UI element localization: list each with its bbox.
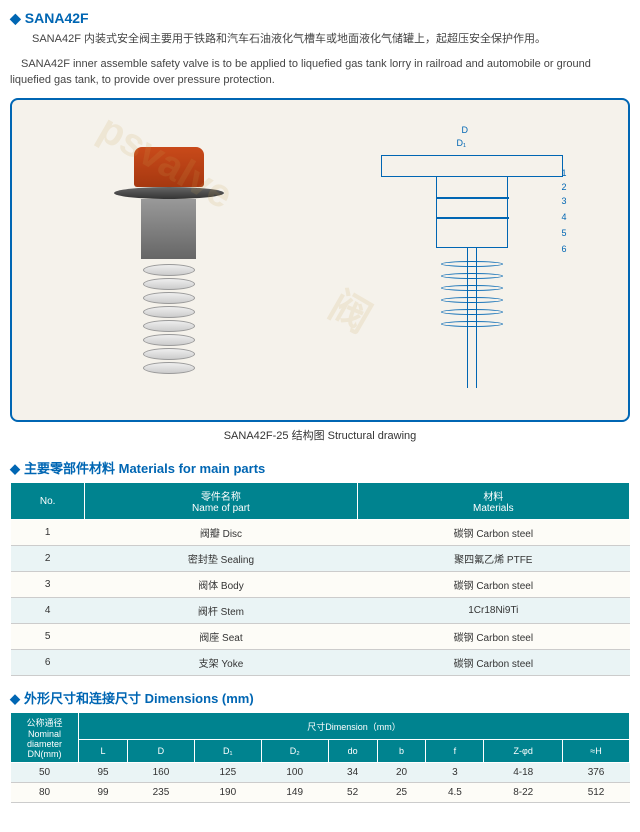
dim-subcol: ≈H: [563, 740, 630, 763]
dim-subcol: do: [328, 740, 377, 763]
table-row: 3阀体 Body碳钢 Carbon steel: [11, 572, 630, 598]
dimensions-table: 公称通径 Nominal diameter DN(mm) 尺寸Dimension…: [10, 712, 630, 803]
col-no: No.: [11, 483, 85, 520]
structural-drawing-box: psvalve 阀 D D₁ 1 2 3 4: [10, 98, 630, 422]
col-dim-group: 尺寸Dimension（mm）: [79, 713, 630, 740]
materials-table: No. 零件名称 Name of part 材料 Materials 1阀瓣 D…: [10, 482, 630, 676]
dimensions-header: 外形尺寸和连接尺寸 Dimensions (mm): [10, 688, 630, 707]
dim-subcol: D: [127, 740, 194, 763]
dim-subcol: b: [377, 740, 426, 763]
col-name: 零件名称 Name of part: [85, 483, 357, 520]
table-row: 5095160125100342034-18376: [11, 763, 630, 783]
col-mat: 材料 Materials: [357, 483, 629, 520]
dim-subcol: L: [79, 740, 128, 763]
table-row: 809923519014952254.58-22512: [11, 783, 630, 803]
technical-diagram: D D₁ 1 2 3 4 5 6: [325, 110, 618, 410]
table-row: 6支架 Yoke碳钢 Carbon steel: [11, 650, 630, 676]
description-cn: SANA42F 内装式安全阀主要用于铁路和汽车石油液化气槽车或地面液化气储罐上，…: [10, 32, 630, 47]
table-row: 5阀座 Seat碳钢 Carbon steel: [11, 624, 630, 650]
table-row: 2密封垫 Sealing聚四氟乙烯 PTFE: [11, 546, 630, 572]
dim-subcol: D₁: [194, 740, 261, 763]
page-title: SANA42F: [10, 10, 630, 27]
col-dn: 公称通径 Nominal diameter DN(mm): [11, 713, 79, 763]
description-en: SANA42F inner assemble safety valve is t…: [10, 57, 630, 88]
dim-subcol: Z-φd: [484, 740, 563, 763]
table-row: 1阀瓣 Disc碳钢 Carbon steel: [11, 520, 630, 546]
drawing-caption: SANA42F-25 结构图 Structural drawing: [10, 427, 630, 443]
table-row: 4阀杆 Stem1Cr18Ni9Ti: [11, 598, 630, 624]
materials-header: 主要零部件材料 Materials for main parts: [10, 458, 630, 477]
dim-subcol: D₂: [261, 740, 328, 763]
dim-subcol: f: [426, 740, 484, 763]
